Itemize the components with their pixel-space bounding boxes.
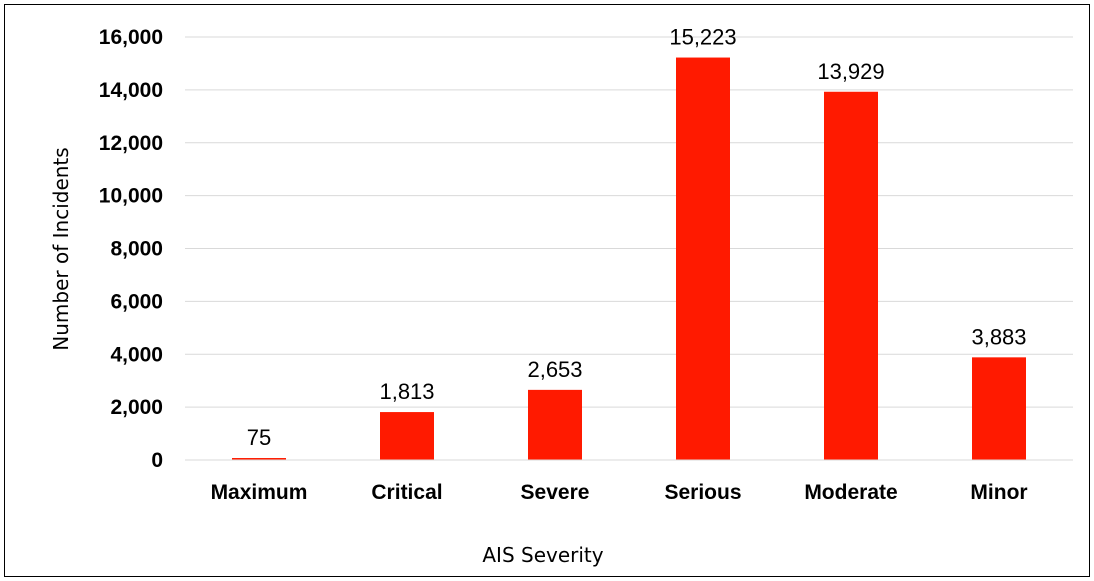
data-label: 13,929 [817,59,884,84]
y-tick-label: 4,000 [110,343,163,366]
x-category-label: Moderate [804,481,897,504]
data-label: 1,813 [379,379,434,404]
y-tick-label: 10,000 [99,185,163,208]
data-label: 2,653 [527,357,582,382]
bar-serious [676,57,730,461]
data-label: 3,883 [971,324,1026,349]
y-tick-label: 0 [151,449,163,472]
y-axis-ticks: 0 2,000 4,000 6,000 8,000 10,000 12,000 14,000 1… [99,26,163,472]
chart-frame [4,4,1090,577]
x-category-label: Minor [970,481,1027,504]
x-category-label: Critical [371,481,442,504]
y-axis-title: Number of Incidents [49,147,73,350]
y-tick-label: 16,000 [99,26,163,49]
data-label: 15,223 [669,25,736,50]
y-tick-label: 2,000 [110,396,163,419]
data-labels: 75 1,813 2,653 15,223 13,929 3,883 [247,25,1027,450]
data-label: 75 [247,425,271,450]
bars [232,57,1026,461]
y-tick-label: 8,000 [110,238,163,261]
gridlines [185,36,1073,408]
bar-minor [972,357,1026,460]
x-category-label: Severe [521,481,590,504]
x-axis-categories: Maximum Critical Severe Serious Moderate Mino… [211,481,1028,504]
x-category-label: Serious [664,481,741,504]
y-tick-label: 12,000 [99,132,163,155]
y-tick-label: 14,000 [99,79,163,102]
bar-moderate [824,91,878,460]
x-category-label: Maximum [211,481,308,504]
x-axis-title: AIS Severity [482,543,603,567]
bar-maximum [232,458,286,460]
y-tick-label: 6,000 [110,290,163,313]
bar-severe [528,389,582,460]
bar-critical [380,412,434,460]
